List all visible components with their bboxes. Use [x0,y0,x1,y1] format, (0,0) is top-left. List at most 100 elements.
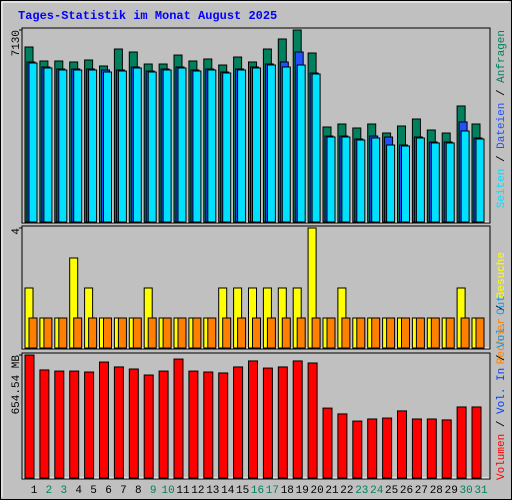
bar [132,317,142,349]
legend-entry: Volumen [496,434,508,480]
bar [143,374,154,479]
bar [207,69,217,223]
bar [430,142,440,223]
bar [158,370,169,479]
legend-entry: Rechner [496,318,508,364]
x-tick-label: 30 [459,485,472,497]
bar [460,317,470,349]
bar [128,368,139,479]
x-tick-label: 18 [281,485,294,497]
bar [117,317,127,349]
bar [415,137,425,223]
bar [147,71,157,223]
bar [233,366,244,479]
bar [356,139,366,223]
legend: Volumen / Vol. In / Vol. Out [496,295,508,480]
y-tick-label: 654.54 MB [11,355,23,415]
x-tick-label: 20 [310,485,323,497]
bar [441,419,452,479]
bar [54,370,65,479]
x-tick-label: 19 [296,485,309,497]
bar [341,136,351,223]
x-tick-label: 29 [445,485,458,497]
bar [117,70,127,223]
x-tick-label: 6 [105,485,112,497]
x-tick-label: 8 [135,485,142,497]
bar [84,371,95,479]
bar [322,407,333,479]
x-tick-label: 22 [340,485,353,497]
bar [222,317,232,349]
bar [39,369,50,479]
bar [401,317,410,349]
bar [177,317,187,349]
bar [456,406,467,479]
x-tick-label: 28 [430,485,443,497]
bar [24,354,35,479]
x-tick-label: 5 [90,485,97,497]
bar [475,317,485,349]
legend-separator: / [496,414,508,434]
legend-entry: Besuche [496,252,508,298]
legend-entry: Dateien [496,103,508,149]
bar [475,138,485,223]
bar [147,317,157,349]
bar [207,317,217,349]
bar [352,420,363,479]
bar [262,367,273,479]
bar [411,418,422,479]
legend-entry: Anfragen [496,30,508,83]
bar [43,317,53,349]
x-tick-label: 23 [355,485,368,497]
bar [99,361,109,479]
bar [73,69,83,223]
bar [326,317,336,349]
bar [426,418,437,479]
x-tick-label: 7 [120,485,127,497]
x-tick-label: 24 [370,485,384,497]
legend-entry: Vol. Out [496,295,508,348]
x-tick-label: 27 [415,485,428,497]
bar [311,317,321,349]
bar [28,62,38,223]
bar [192,70,202,223]
bar [341,317,351,349]
x-tick-label: 11 [176,485,190,497]
bar [296,317,306,349]
bar [203,371,214,479]
bar [177,67,187,223]
bar [252,317,261,349]
bar [218,372,229,479]
bar [248,360,258,479]
x-tick-label: 14 [221,485,235,497]
bar [266,64,276,223]
bar [73,317,83,349]
legend-separator: / [496,83,508,103]
bar [192,317,202,349]
bar [88,69,98,223]
legend-separator: / [496,348,508,368]
legend: Seiten / Dateien / Anfragen [496,30,508,208]
bar [371,317,381,349]
legend-separator: / [496,298,508,318]
chart-title: Tages-Statistik im Monat August 2025 [18,9,277,23]
bar [415,317,425,349]
x-tick-label: 31 [474,485,488,497]
x-tick-label: 25 [385,485,398,497]
x-tick-label: 26 [400,485,413,497]
x-tick-label: 12 [191,485,204,497]
bar [471,406,482,479]
bar [58,317,68,349]
bar [113,366,124,479]
bar [188,370,199,479]
bar [132,67,142,223]
legend-entry: Vol. In [496,368,508,414]
x-tick-label: 13 [206,485,219,497]
bar [296,64,306,223]
bar [382,417,393,479]
x-tick-label: 4 [75,485,82,497]
x-tick-label: 16 [251,485,264,497]
x-tick-label: 2 [46,485,53,497]
bar [397,410,407,479]
